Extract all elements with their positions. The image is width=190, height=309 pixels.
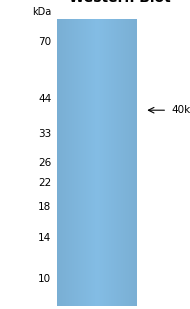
Text: 44: 44 (38, 94, 51, 104)
Text: 40kDa: 40kDa (171, 105, 190, 115)
Text: 22: 22 (38, 178, 51, 188)
Text: 18: 18 (38, 202, 51, 212)
Ellipse shape (64, 98, 117, 123)
Text: 10: 10 (38, 274, 51, 284)
Text: kDa: kDa (32, 7, 51, 17)
Text: 70: 70 (38, 37, 51, 47)
Text: 33: 33 (38, 129, 51, 139)
Text: 26: 26 (38, 158, 51, 167)
Text: 14: 14 (38, 233, 51, 243)
Ellipse shape (66, 103, 115, 118)
Ellipse shape (69, 106, 112, 114)
Text: Western Blot: Western Blot (69, 0, 171, 5)
